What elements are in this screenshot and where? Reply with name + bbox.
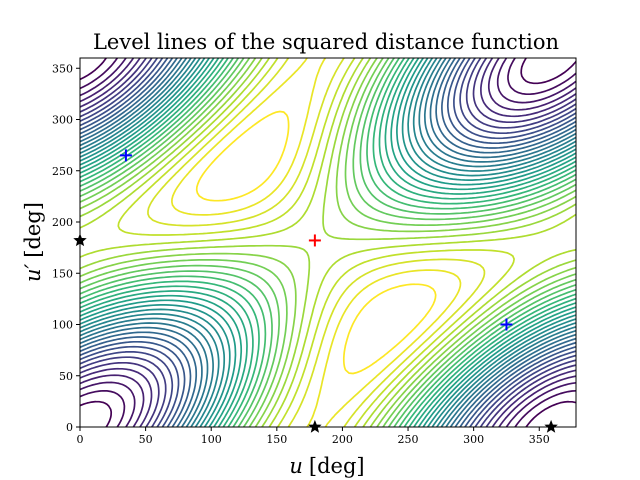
contour-level-line bbox=[80, 58, 576, 427]
x-axis-label-var: u bbox=[289, 454, 303, 478]
y-axis-label: u′ [deg] bbox=[21, 202, 45, 282]
x-axis-label: u [deg] bbox=[289, 454, 364, 478]
contour-level-line bbox=[80, 58, 576, 427]
contour-level-line bbox=[80, 58, 576, 427]
contour-level-line bbox=[80, 58, 576, 427]
x-tick-label: 250 bbox=[398, 433, 419, 446]
y-tick-label: 300 bbox=[52, 114, 73, 127]
y-axis-ticks: 0 50 100 150 200 250 300 350 bbox=[52, 62, 80, 434]
contour-level-line bbox=[80, 58, 576, 427]
contour-level-line bbox=[80, 58, 576, 427]
y-tick-label: 100 bbox=[52, 319, 73, 332]
contour-level-line bbox=[80, 58, 576, 427]
x-tick-label: 150 bbox=[266, 433, 287, 446]
contour-level-line bbox=[80, 58, 576, 427]
y-axis-label-var: u′ bbox=[21, 263, 45, 282]
y-tick-label: 350 bbox=[52, 62, 73, 75]
contour-level-line bbox=[80, 58, 576, 427]
x-tick-label: 50 bbox=[139, 433, 153, 446]
contour-level-line bbox=[80, 58, 576, 427]
contour-level-line bbox=[171, 58, 462, 427]
chart-title: Level lines of the squared distance func… bbox=[93, 30, 559, 54]
star-marker bbox=[544, 419, 558, 433]
x-tick-label: 350 bbox=[529, 433, 550, 446]
y-tick-label: 250 bbox=[52, 165, 73, 178]
contour-level-line bbox=[80, 58, 576, 427]
star-marker bbox=[308, 419, 322, 433]
contour-level-line bbox=[80, 58, 576, 427]
contour-level-line bbox=[80, 58, 576, 427]
x-tick-label: 0 bbox=[77, 433, 84, 446]
contour-level-line bbox=[80, 58, 576, 427]
contour-level-line bbox=[147, 58, 486, 427]
contour-level-line bbox=[195, 110, 437, 375]
contour-level-line bbox=[80, 58, 576, 427]
contour-level-line bbox=[80, 58, 576, 427]
plus-marker bbox=[119, 149, 132, 162]
plus-marker bbox=[308, 234, 321, 247]
contour-level-line bbox=[80, 58, 576, 427]
y-tick-label: 0 bbox=[66, 421, 73, 434]
plus-marker bbox=[500, 318, 513, 331]
contour-level-line bbox=[80, 58, 576, 427]
contour-level-line bbox=[80, 58, 576, 427]
contour-level-line bbox=[80, 58, 576, 427]
y-tick-label: 200 bbox=[52, 216, 73, 229]
y-tick-label: 150 bbox=[52, 267, 73, 280]
y-tick-label: 50 bbox=[59, 370, 73, 383]
contour-level-line bbox=[80, 58, 576, 427]
contour-level-line bbox=[117, 58, 515, 427]
contour-level-line bbox=[80, 58, 576, 427]
x-tick-label: 200 bbox=[332, 433, 353, 446]
x-tick-label: 100 bbox=[201, 433, 222, 446]
y-axis-label-unit: [deg] bbox=[21, 202, 45, 258]
x-tick-label: 300 bbox=[463, 433, 484, 446]
plot-frame bbox=[79, 57, 577, 428]
contour-level-line bbox=[80, 58, 576, 427]
contour-level-line bbox=[80, 58, 576, 427]
x-axis-label-unit: [deg] bbox=[309, 454, 365, 478]
contour-lines bbox=[80, 58, 576, 427]
x-axis-ticks: 0 50 100 150 200 250 300 350 bbox=[77, 427, 550, 446]
contour-level-line bbox=[80, 58, 576, 427]
contour-level-line bbox=[80, 58, 576, 427]
